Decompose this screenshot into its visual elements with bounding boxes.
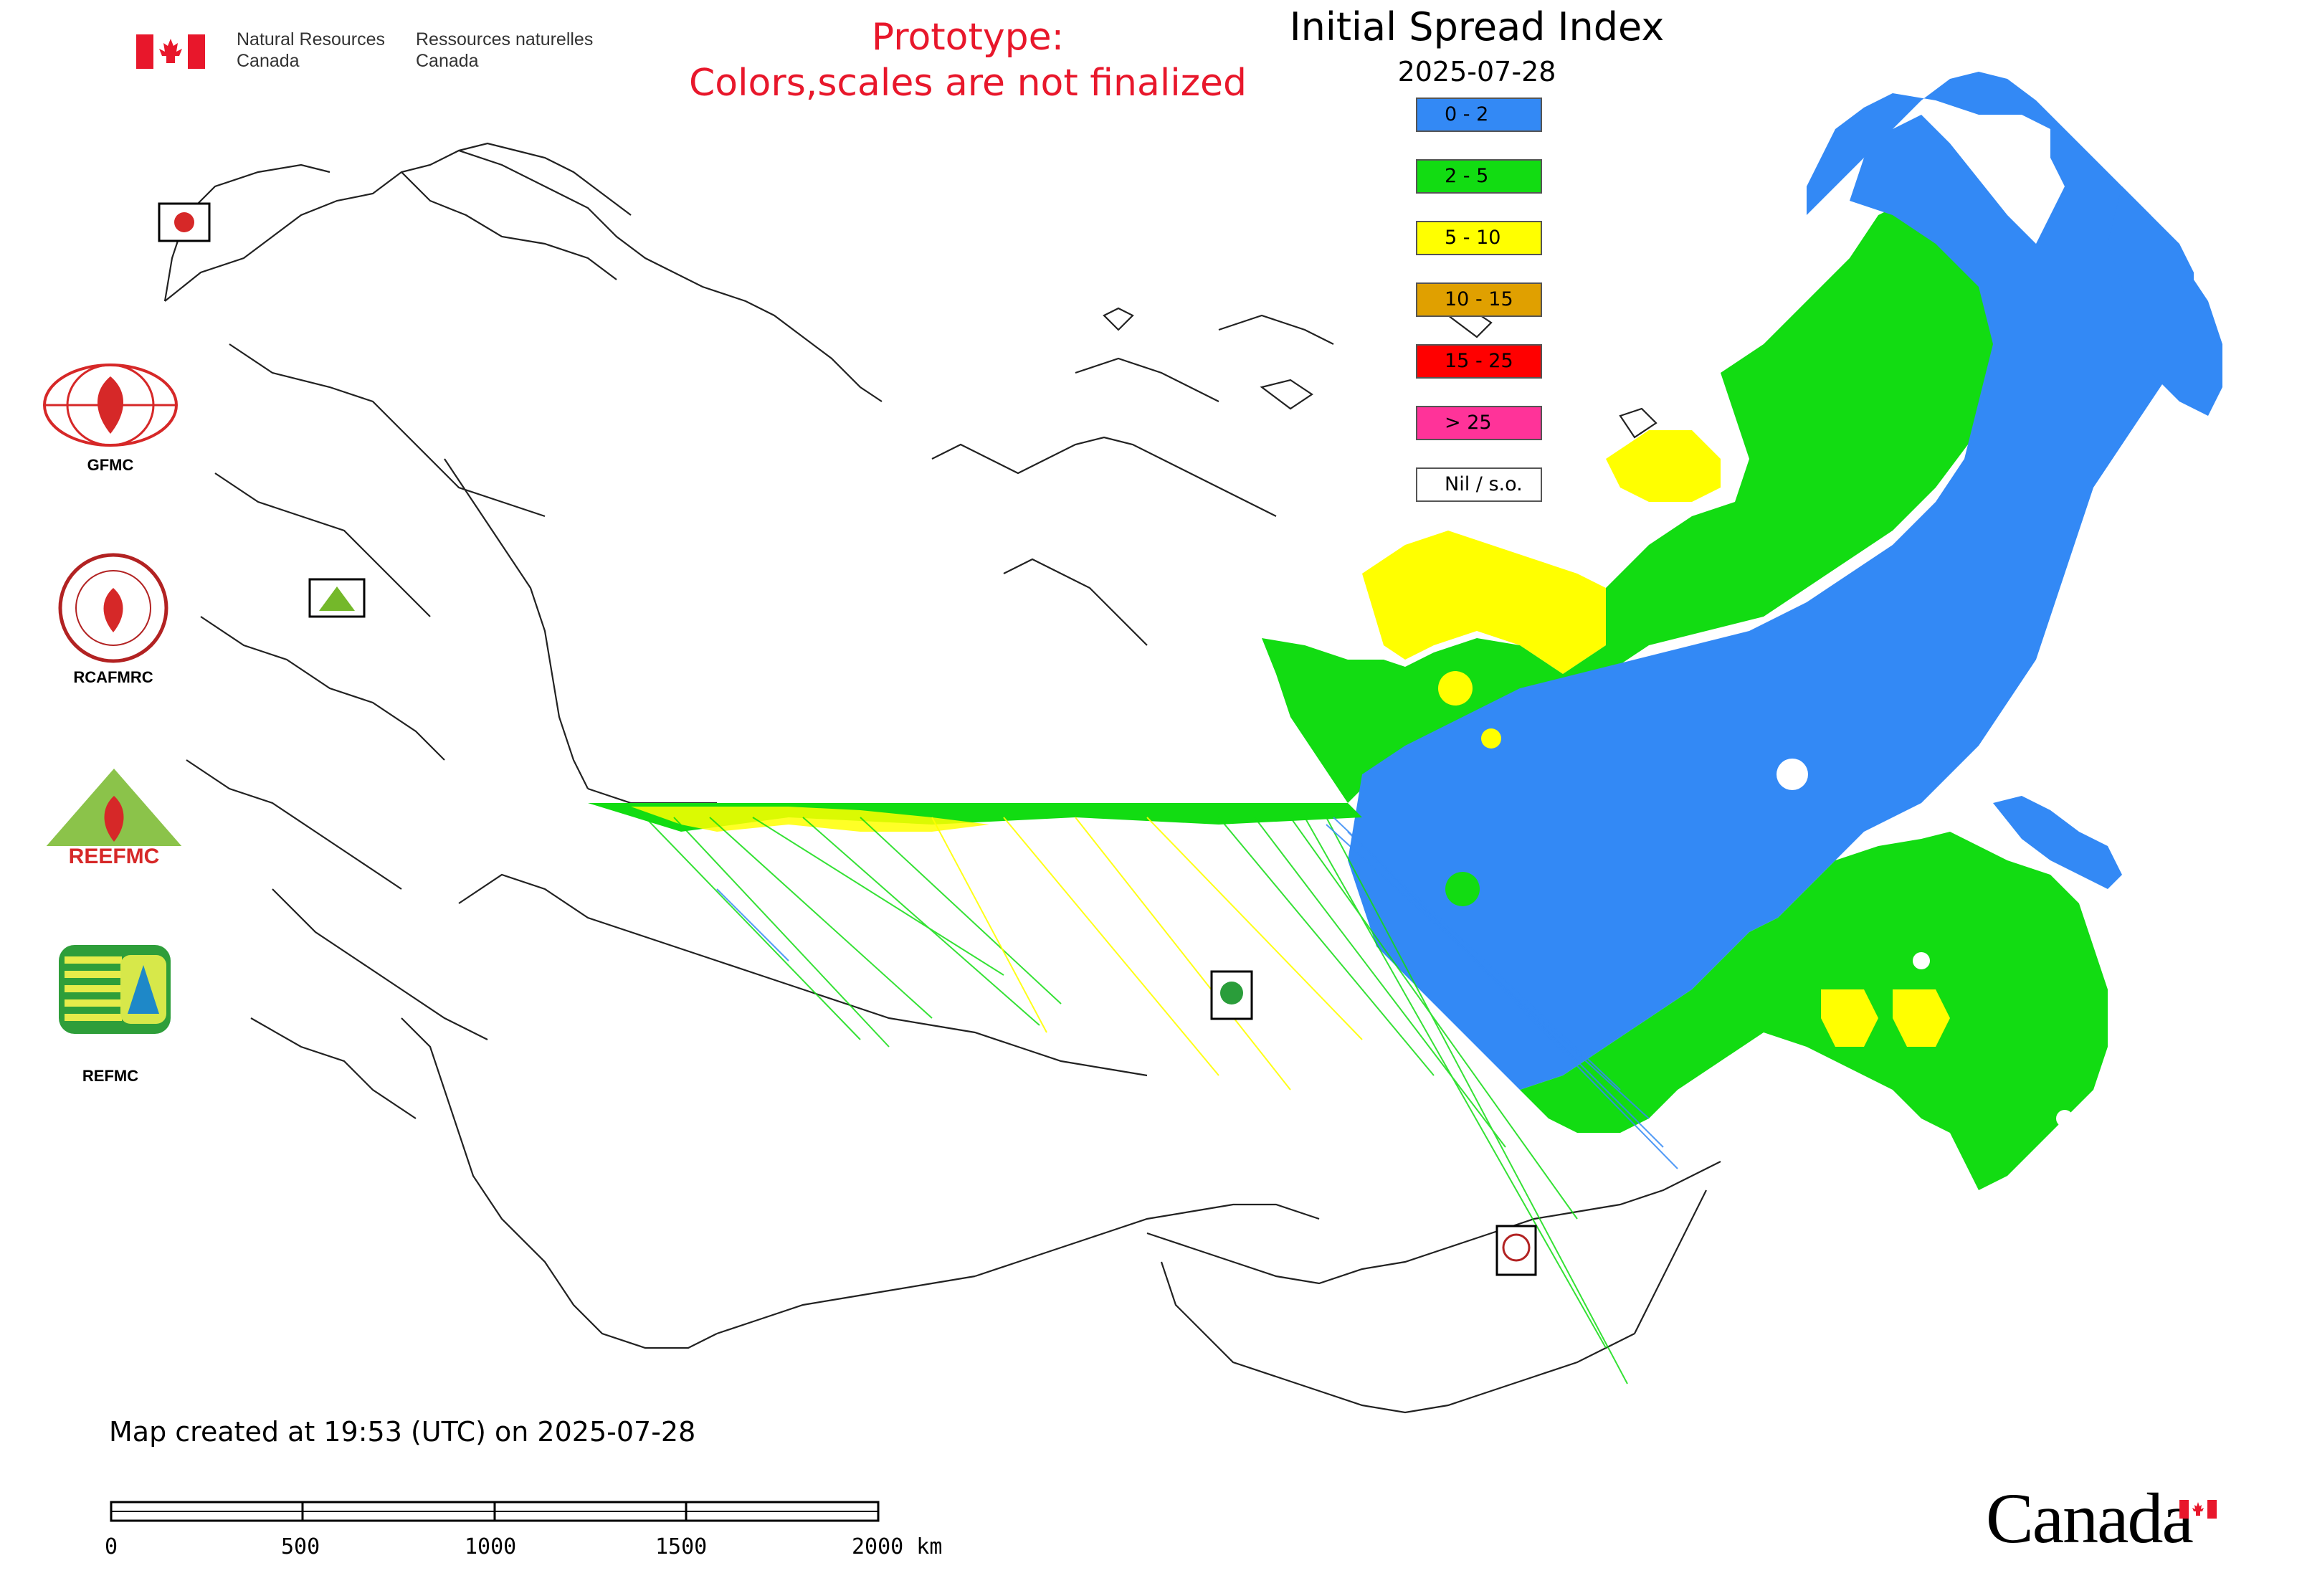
- rcafmrc-label: RCAFMRC: [73, 668, 153, 686]
- scale-tick-1000: 1000: [465, 1534, 517, 1559]
- data-artifact-streaks: [588, 803, 1678, 1384]
- agency-en-line1: Natural Resources: [237, 29, 386, 49]
- region-outlines: [163, 142, 1721, 1414]
- legend-item-1: 0 - 2: [1416, 98, 1542, 132]
- refmc-label: REFMC: [82, 1067, 139, 1085]
- agency-name-en: Natural Resources Canada: [237, 29, 385, 72]
- refmc-logo-icon: [59, 945, 171, 1034]
- scale-tick-2000: 2000 km: [852, 1534, 943, 1559]
- canada-wordmark-flag-icon: [2179, 1500, 2217, 1519]
- canada-flag-icon: [136, 34, 205, 69]
- gfmc-label: GFMC: [87, 456, 134, 474]
- agency-fr-line1: Ressources naturelles: [416, 29, 594, 49]
- canada-wordmark: Canada: [1986, 1478, 2194, 1558]
- prototype-notice: Prototype: Colors,scales are not finaliz…: [645, 14, 1290, 106]
- fire-index-field: [1262, 72, 2222, 1190]
- map-date: 2025-07-28: [1397, 56, 1556, 87]
- legend-item-4: 10 - 15: [1416, 282, 1542, 317]
- legend-item-6: > 25: [1416, 406, 1542, 440]
- map-title: Initial Spread Index: [1289, 4, 1665, 49]
- agency-en-line2: Canada: [237, 51, 300, 71]
- map-markers: [158, 202, 1537, 1276]
- agency-fr-line2: Canada: [416, 51, 479, 71]
- legend-item-7: Nil / s.o.: [1416, 467, 1542, 502]
- map-created-note: Map created at 19:53 (UTC) on 2025-07-28: [109, 1416, 696, 1448]
- rcafmrc-logo-icon: [58, 553, 168, 663]
- scale-bar: [110, 1501, 880, 1522]
- scale-tick-0: 0: [105, 1534, 118, 1559]
- legend-item-2: 2 - 5: [1416, 159, 1542, 194]
- agency-name-fr: Ressources naturelles Canada: [416, 29, 593, 72]
- reefmc-logo-icon: REEFMC: [40, 769, 188, 868]
- scale-tick-500: 500: [281, 1534, 320, 1559]
- scale-tick-1500: 1500: [655, 1534, 708, 1559]
- prototype-line1: Prototype:: [871, 16, 1065, 59]
- legend-item-3: 5 - 10: [1416, 221, 1542, 255]
- svg-text:REEFMC: REEFMC: [69, 845, 160, 868]
- prototype-line2: Colors,scales are not finalized: [688, 62, 1247, 105]
- legend-item-5: 15 - 25: [1416, 344, 1542, 379]
- gfmc-logo-icon: [43, 364, 178, 447]
